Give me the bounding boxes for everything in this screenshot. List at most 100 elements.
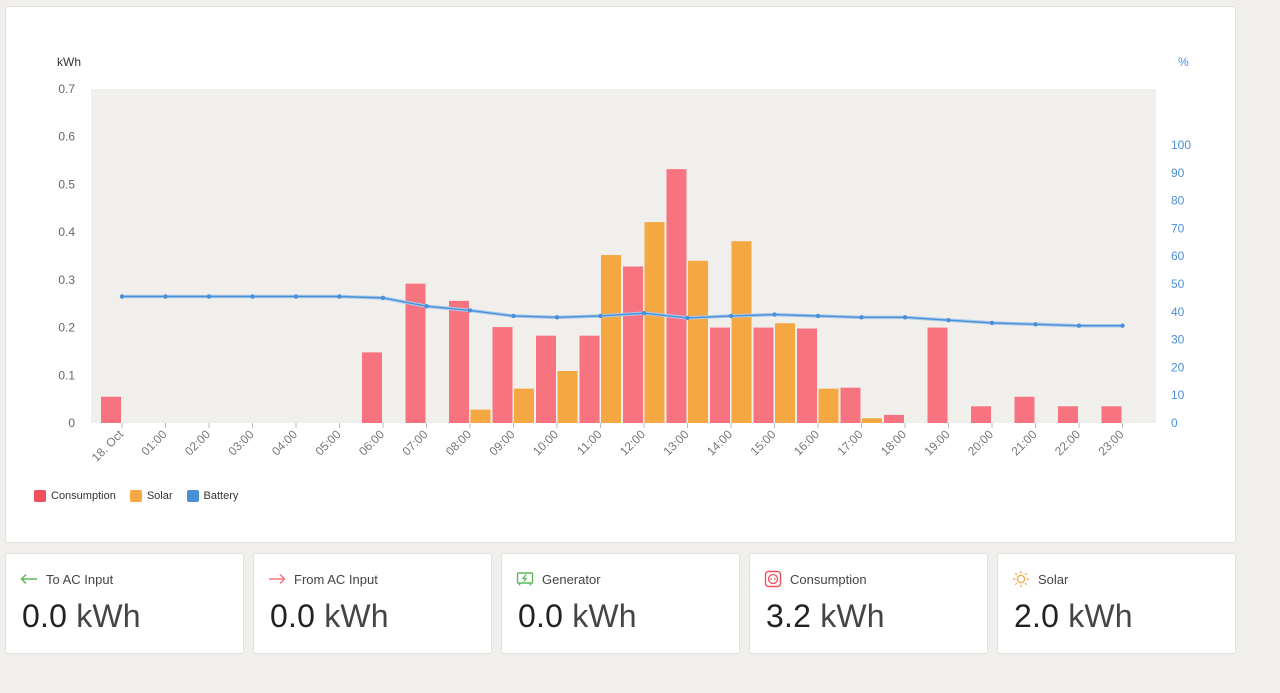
energy-chart: kWh % 0 0.1 0.2 0.3 0.4 0.5 0.6 0.7 0 10 20 30 40 50… — [57, 55, 1191, 465]
bar-solar[interactable] — [731, 241, 752, 423]
bar-consumption[interactable] — [797, 328, 817, 423]
x-tick-label: 07:00 — [399, 427, 430, 458]
legend-item-battery[interactable]: Battery — [186, 490, 238, 502]
legend-label-solar: Solar — [146, 490, 173, 502]
bar-consumption[interactable] — [1014, 396, 1035, 423]
y2-axis-unit-label: % — [1178, 55, 1189, 69]
bar-consumption[interactable] — [840, 387, 861, 423]
bar-solar[interactable] — [557, 370, 578, 423]
battery-point[interactable] — [293, 294, 299, 299]
x-tick-label: 15:00 — [747, 427, 778, 458]
y2-tick-label: 100 — [1171, 138, 1191, 152]
stat-label: To AC Input — [46, 571, 114, 587]
bar-solar[interactable] — [862, 418, 882, 423]
y-tick-label: 0.6 — [58, 130, 75, 144]
stat-unit: kWh — [324, 598, 389, 634]
battery-point[interactable] — [511, 313, 516, 319]
x-tick-label: 04:00 — [269, 427, 300, 458]
x-tick-label: 14:00 — [704, 427, 735, 458]
bar-consumption[interactable] — [623, 266, 643, 423]
bar-consumption[interactable] — [927, 327, 948, 423]
battery-point[interactable] — [337, 294, 342, 299]
bar-consumption[interactable] — [666, 169, 687, 423]
bar-solar[interactable] — [688, 260, 708, 423]
battery-point[interactable] — [206, 294, 212, 299]
y-axis-unit-label: kWh — [57, 55, 81, 69]
bar-consumption[interactable] — [884, 414, 904, 423]
x-tick-label: 02:00 — [182, 427, 213, 458]
battery-line-path[interactable] — [122, 295, 1123, 327]
battery-line[interactable] — [119, 294, 1125, 328]
battery-point[interactable] — [1033, 322, 1038, 327]
battery-point[interactable] — [946, 317, 951, 323]
battery-point[interactable] — [163, 294, 168, 299]
bar-solar[interactable] — [818, 388, 839, 423]
bar-consumption[interactable] — [971, 406, 991, 423]
bar-consumption[interactable] — [1101, 406, 1122, 423]
y-tick-label: 0.1 — [58, 368, 75, 382]
bar-solar[interactable] — [601, 255, 621, 423]
bar-solar[interactable] — [775, 323, 795, 423]
bar-consumption[interactable] — [362, 352, 382, 423]
legend-item-consumption[interactable]: Consumption — [34, 490, 116, 502]
battery-point[interactable] — [772, 312, 777, 317]
battery-point[interactable] — [598, 313, 603, 319]
y-tick-label: 0.2 — [58, 321, 75, 335]
battery-point[interactable] — [467, 308, 473, 313]
battery-point[interactable] — [119, 294, 125, 299]
x-tick-label: 16:00 — [791, 427, 822, 458]
x-tick-label: 08:00 — [443, 427, 474, 458]
stat-card-consumption: Consumption 3.2 kWh — [749, 553, 988, 654]
x-tick-label: 18. Oct — [89, 427, 127, 465]
bar-consumption[interactable] — [449, 300, 469, 423]
battery-point[interactable] — [989, 320, 995, 326]
bars[interactable] — [101, 169, 1122, 423]
battery-point[interactable] — [1076, 323, 1082, 328]
y2-tick-label: 20 — [1171, 360, 1185, 374]
stat-number: 2.0 — [1014, 598, 1060, 634]
legend-item-solar[interactable]: Solar — [129, 490, 173, 502]
generator-icon — [516, 571, 534, 587]
x-tick-label: 10:00 — [530, 427, 561, 458]
stat-value: 0.0 kWh — [270, 598, 389, 635]
battery-point[interactable] — [902, 315, 908, 320]
bar-solar[interactable] — [644, 222, 665, 423]
battery-point[interactable] — [424, 304, 429, 309]
stat-card-to-ac-input: To AC Input 0.0 kWh — [5, 553, 244, 654]
battery-point[interactable] — [1120, 323, 1125, 328]
battery-point[interactable] — [685, 315, 690, 321]
battery-point[interactable] — [250, 294, 255, 299]
outlet-icon — [764, 570, 782, 588]
battery-point[interactable] — [380, 295, 386, 301]
bar-consumption[interactable] — [101, 396, 121, 423]
bar-solar[interactable] — [470, 409, 491, 423]
y2-tick-label: 90 — [1171, 166, 1185, 180]
y-tick-label: 0.7 — [58, 82, 75, 96]
bar-consumption[interactable] — [579, 335, 600, 423]
battery-point[interactable] — [859, 315, 864, 320]
y-tick-label: 0.4 — [58, 225, 75, 239]
bar-consumption[interactable] — [536, 335, 556, 423]
bar-consumption[interactable] — [492, 327, 513, 423]
stat-value: 2.0 kWh — [1014, 598, 1133, 635]
stat-value: 3.2 kWh — [766, 598, 885, 635]
bar-consumption[interactable] — [753, 327, 774, 423]
stat-number: 0.0 — [270, 598, 316, 634]
bar-solar[interactable] — [514, 388, 534, 423]
battery-point[interactable] — [728, 313, 734, 319]
x-tick-label: 13:00 — [660, 427, 691, 458]
y2-axis-ticks: 0 10 20 30 40 50 60 70 80 90 100 — [1171, 138, 1191, 430]
stat-value: 0.0 kWh — [22, 598, 141, 635]
battery-point[interactable] — [815, 313, 821, 319]
y2-tick-label: 80 — [1171, 194, 1185, 208]
stat-label: From AC Input — [294, 571, 378, 587]
bar-consumption[interactable] — [710, 327, 730, 423]
legend-swatch-battery — [186, 490, 199, 502]
x-tick-label: 09:00 — [486, 427, 517, 458]
bar-consumption[interactable] — [405, 283, 426, 423]
y-axis-ticks: 0 0.1 0.2 0.3 0.4 0.5 0.6 0.7 — [58, 82, 75, 430]
battery-point[interactable] — [554, 315, 560, 320]
y2-tick-label: 30 — [1171, 333, 1185, 347]
battery-point[interactable] — [641, 310, 647, 316]
bar-consumption[interactable] — [1058, 406, 1078, 423]
